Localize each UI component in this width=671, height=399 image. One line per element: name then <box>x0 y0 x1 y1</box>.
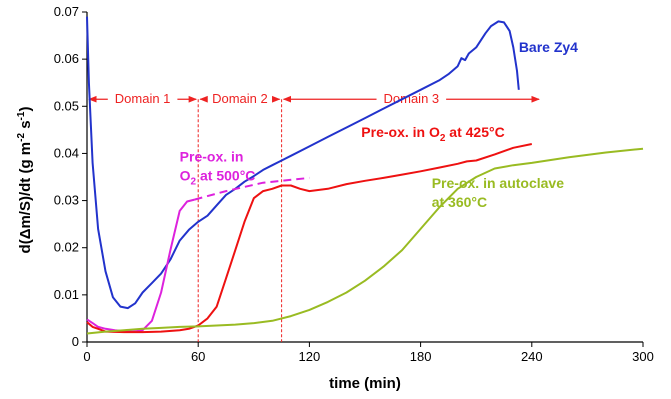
series-label-o2_425: Pre-ox. in O2 at 425°C <box>361 124 504 144</box>
axes <box>86 12 643 343</box>
y-axis-title: d(Δm/S)/dt (g m-2 s-1) <box>16 107 34 254</box>
series-line-o2_425 <box>86 143 533 334</box>
x-tick-label: 60 <box>191 349 205 364</box>
x-tick-label: 180 <box>410 349 432 364</box>
series-label-autoclave: at 360°C <box>432 194 487 210</box>
series-label-o2_500: Pre-ox. in <box>180 148 244 164</box>
series-extension-o2_500 <box>194 176 310 201</box>
tick-labels: 0 60 120 180 240 300 0 0.01 0.02 0.03 0.04 0.05 0.06… <box>54 4 654 364</box>
series-line-o2_500 <box>86 198 195 333</box>
domain-label: Domain 1 <box>115 91 171 106</box>
domain-annotations: Domain 1 Domain 2 Domain 3 <box>88 91 540 342</box>
y-tick-label: 0.07 <box>54 4 79 19</box>
domain-label: Domain 2 <box>212 91 268 106</box>
series-label-autoclave: Pre-ox. in autoclave <box>432 175 564 191</box>
y-tick-label: 0.02 <box>54 240 79 255</box>
y-tick-label: 0.04 <box>54 145 79 160</box>
series-line-bare <box>86 16 520 310</box>
series-lines <box>86 16 644 335</box>
x-axis-title: time (min) <box>329 375 401 392</box>
tick-marks <box>82 11 644 347</box>
y-tick-label: 0.05 <box>54 98 79 113</box>
x-tick-label: 120 <box>299 349 321 364</box>
x-tick-label: 300 <box>632 349 654 364</box>
y-tick-label: 0.01 <box>54 287 79 302</box>
y-tick-label: 0.03 <box>54 193 79 208</box>
series-label-o2_500: O2 at 500°C <box>180 167 256 187</box>
series-labels: Bare Zy4 Pre-ox. in O2 at 500°C Pre-ox. in … <box>180 39 579 210</box>
y-tick-label: 0 <box>72 334 79 349</box>
series-line-autoclave <box>86 147 644 335</box>
series-label-bare: Bare Zy4 <box>519 39 578 55</box>
x-tick-label: 0 <box>83 349 90 364</box>
x-tick-label: 240 <box>521 349 543 364</box>
y-tick-label: 0.06 <box>54 51 79 66</box>
